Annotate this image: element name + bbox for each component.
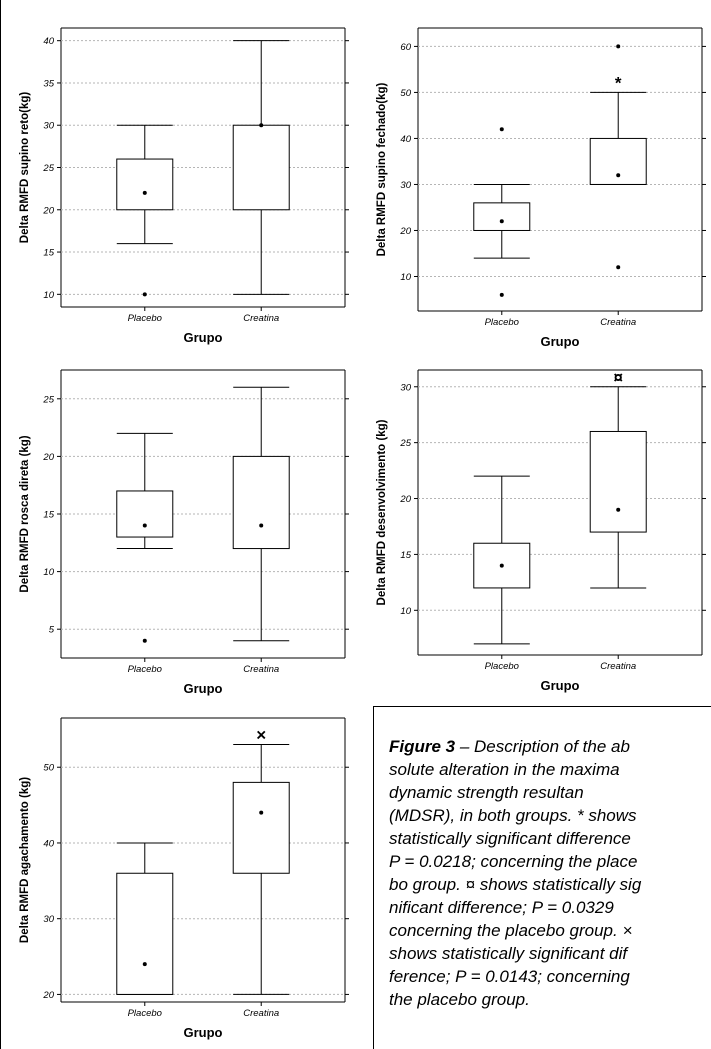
outlier-point	[142, 638, 147, 643]
y-tick-label: 25	[42, 394, 54, 405]
caption-line: (MDSR), in both groups. * shows	[389, 806, 637, 825]
y-tick-label: 20	[399, 226, 411, 237]
y-axis-label: Delta RMFD supino reto(kg)	[19, 92, 31, 244]
x-tick-label: Placebo	[128, 313, 162, 324]
mean-point	[616, 507, 621, 512]
x-axis-label: Grupo	[184, 330, 223, 345]
mean-point	[259, 123, 264, 128]
box-placebo	[116, 158, 174, 211]
y-tick-label: 50	[400, 88, 411, 99]
caption-line: bo group. ¤ shows statistically sig	[389, 875, 642, 894]
page-left-rule	[0, 0, 1, 1049]
significance-marker: ¤	[613, 368, 622, 387]
caption-line: shows statistically significant dif	[389, 944, 628, 963]
x-tick-label: Placebo	[128, 664, 162, 675]
mean-point	[259, 810, 264, 815]
y-tick-label: 10	[400, 606, 411, 617]
y-axis-label: Delta RMFD supino fechado(kg)	[376, 82, 388, 256]
y-tick-label: 5	[49, 625, 55, 636]
caption-text: Figure 3 – Description of the ab solute …	[389, 735, 711, 1011]
y-tick-label: 30	[400, 382, 411, 393]
x-axis-label: Grupo	[541, 678, 580, 693]
outlier-point	[616, 44, 621, 49]
y-tick-label: 25	[399, 438, 411, 449]
x-tick-label: Placebo	[485, 661, 519, 672]
mean-point	[499, 219, 504, 224]
y-tick-label: 10	[400, 272, 411, 283]
y-tick-label: 50	[43, 763, 54, 774]
mean-point	[142, 523, 147, 528]
caption-line: nificant difference; P = 0.0329	[389, 898, 614, 917]
x-axis-label: Grupo	[184, 681, 223, 696]
y-tick-label: 10	[43, 567, 54, 578]
x-tick-label: Creatina	[243, 313, 279, 324]
caption-line: concerning the placebo group. ×	[389, 921, 633, 940]
x-tick-label: Creatina	[600, 317, 636, 328]
mean-point	[499, 563, 504, 568]
y-tick-label: 35	[43, 78, 54, 89]
y-axis-label: Delta RMFD agachamento (kg)	[19, 777, 31, 943]
y-tick-label: 30	[400, 180, 411, 191]
caption-line: solute alteration in the maxima	[389, 760, 620, 779]
y-tick-label: 40	[43, 838, 54, 849]
caption-line: statistically significant difference	[389, 829, 631, 848]
significance-marker: *	[615, 73, 622, 92]
y-tick-label: 25	[42, 163, 54, 174]
box-creatina	[232, 455, 290, 550]
box-creatina	[589, 430, 647, 533]
y-tick-label: 15	[400, 550, 411, 561]
mean-point	[616, 173, 621, 178]
caption-line: P = 0.0218; concerning the place	[389, 852, 638, 871]
outlier-point	[142, 292, 147, 297]
y-tick-label: 15	[43, 510, 54, 521]
y-tick-label: 20	[42, 205, 54, 216]
y-tick-label: 30	[43, 121, 54, 132]
x-tick-label: Creatina	[243, 1008, 279, 1019]
outlier-point	[499, 127, 504, 132]
y-tick-label: 40	[400, 134, 411, 145]
y-tick-label: 20	[399, 494, 411, 505]
x-tick-label: Placebo	[128, 1008, 162, 1019]
x-axis-label: Grupo	[184, 1025, 223, 1040]
significance-marker: ×	[256, 726, 266, 745]
mean-point	[259, 523, 264, 528]
caption-label: Figure 3	[389, 737, 456, 756]
x-tick-label: Creatina	[243, 664, 279, 675]
box-placebo	[473, 202, 531, 231]
outlier-point	[499, 292, 504, 297]
mean-point	[142, 962, 147, 967]
box-creatina	[232, 124, 290, 211]
caption-line: ference; P = 0.0143; concerning	[389, 967, 630, 986]
mean-point	[142, 190, 147, 195]
y-axis-label: Delta RMFD desenvolvimento (kg)	[376, 419, 388, 605]
box-placebo	[116, 872, 174, 995]
x-tick-label: Placebo	[485, 317, 519, 328]
y-tick-label: 20	[42, 452, 54, 463]
box-creatina	[232, 781, 290, 874]
box-placebo	[473, 542, 531, 589]
y-tick-label: 30	[43, 914, 54, 925]
box-creatina	[589, 137, 647, 185]
outlier-point	[616, 265, 621, 270]
y-tick-label: 40	[43, 36, 54, 47]
y-tick-label: 20	[42, 990, 54, 1001]
y-tick-label: 60	[400, 42, 411, 53]
caption-line: the placebo group.	[389, 990, 530, 1009]
y-axis-label: Delta RMFD rosca direta (kg)	[19, 435, 31, 592]
y-tick-label: 10	[43, 290, 54, 301]
box-placebo	[116, 490, 174, 538]
caption-line: dynamic strength resultan	[389, 783, 584, 802]
x-axis-label: Grupo	[541, 334, 580, 349]
y-tick-label: 15	[43, 248, 54, 259]
caption-line: Figure 3 – Description of the ab	[389, 737, 630, 756]
x-tick-label: Creatina	[600, 661, 636, 672]
figure-caption: Figure 3 – Description of the ab solute …	[373, 706, 711, 1049]
